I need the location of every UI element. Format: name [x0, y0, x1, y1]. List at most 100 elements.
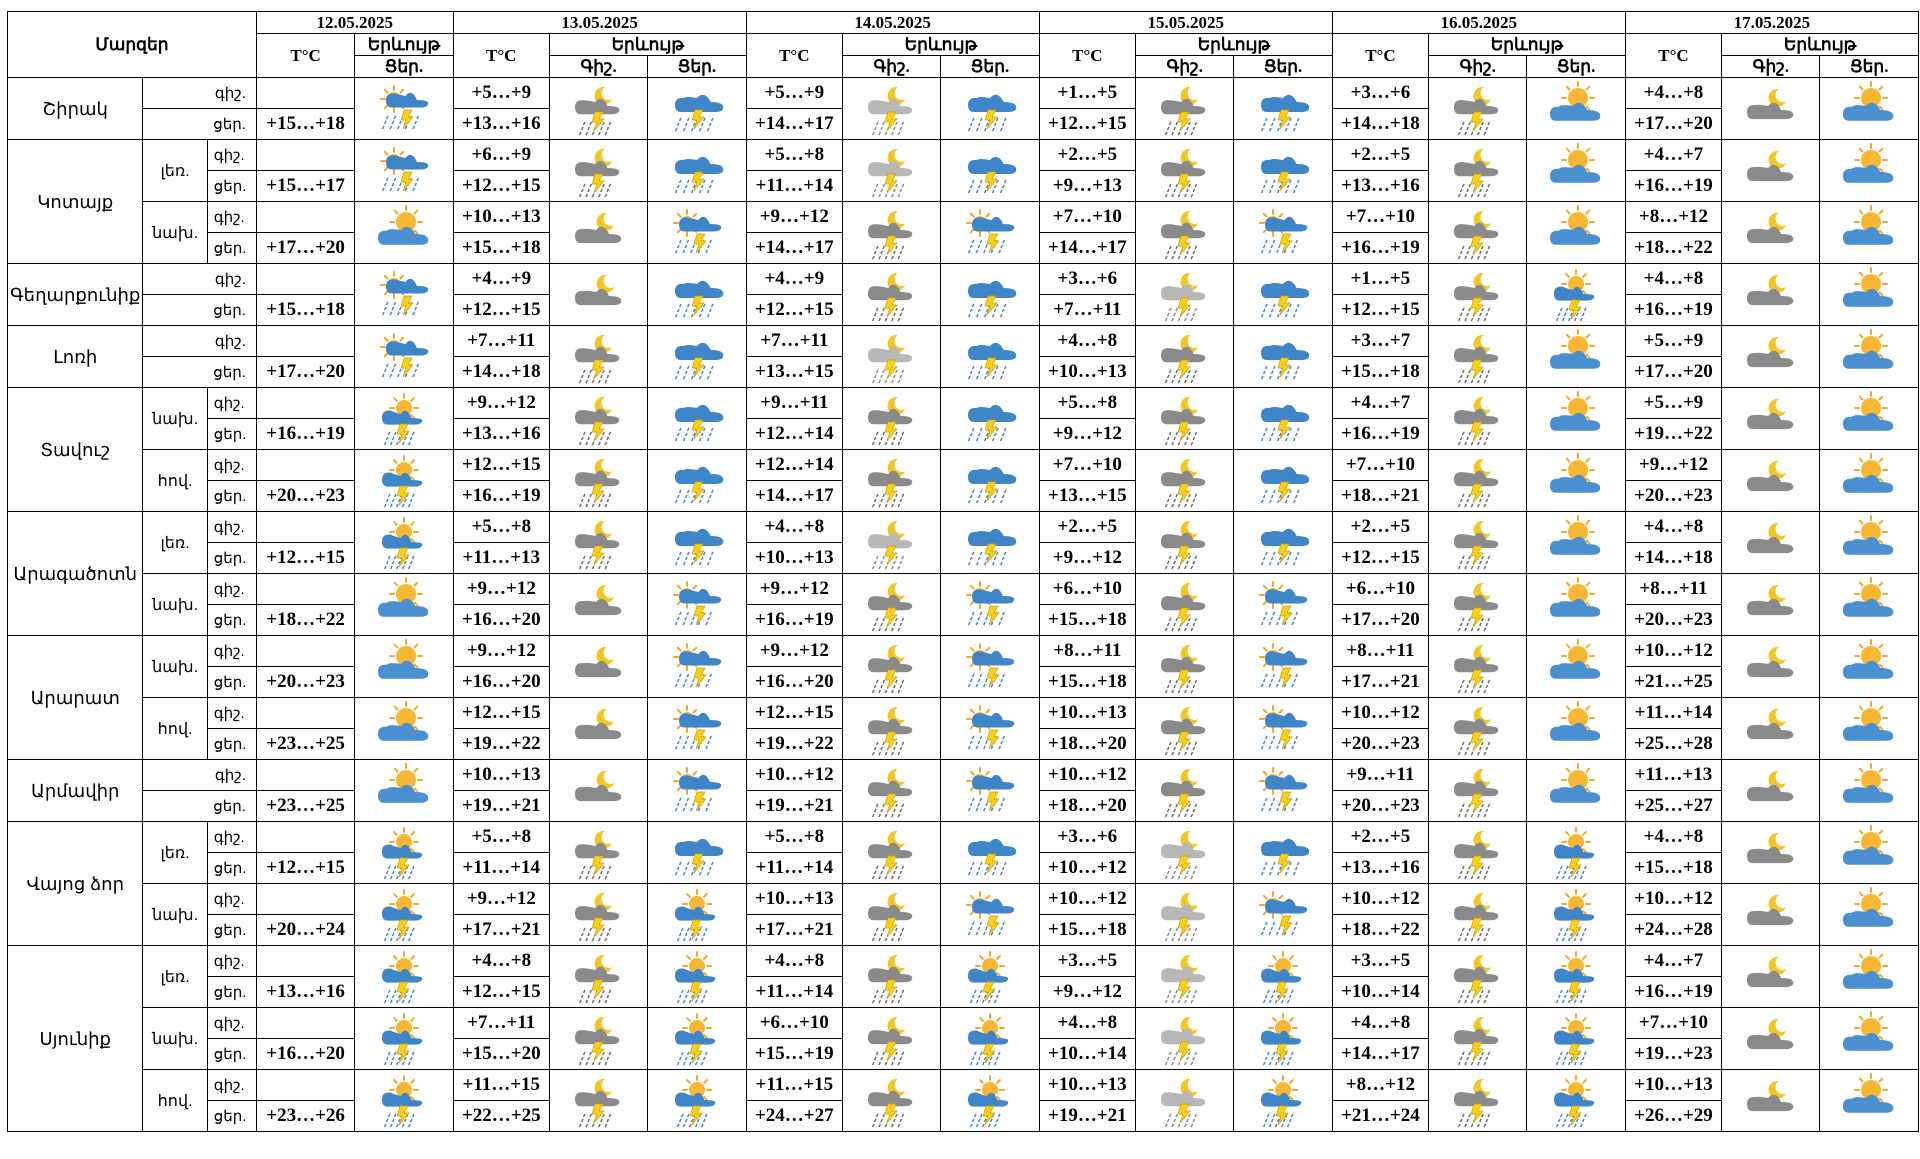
sun-blue-cloud-icon: [1526, 511, 1626, 574]
temperature-cell: +14…+18: [1331, 108, 1430, 140]
period-label: ցեր.: [142, 294, 257, 326]
temperature-cell: +10…+13: [1038, 1069, 1137, 1101]
moon-grey-cloud-thunder-rain-icon: [548, 883, 649, 946]
moon-grey-cloud-icon: [1721, 697, 1821, 760]
temperature-cell: +10…+12: [1038, 883, 1137, 915]
sun-cloud-thunder-rain-icon: [1233, 635, 1333, 698]
period-label: ցեր.: [206, 728, 257, 760]
period-label: գիշ.: [206, 449, 257, 481]
zone-label: նախ.: [142, 1007, 208, 1070]
temperature-cell: +14…+17: [745, 108, 843, 140]
moon-grey-cloud-thunder-rain-icon: [841, 1007, 942, 1070]
temperature-cell: +16…+20: [745, 666, 843, 698]
moon-grey-cloud-thunder-rain-icon: [1428, 759, 1528, 822]
moon-grey-cloud-thunder-rain-icon: [1135, 387, 1235, 450]
moon-light-cloud-rain-icon: [1135, 821, 1235, 884]
temperature-cell: +12…+15: [255, 852, 356, 884]
temperature-cell: +4…+9: [452, 263, 550, 295]
moon-grey-cloud-thunder-rain-icon: [1428, 263, 1528, 326]
day-header: Ցեր.: [1819, 55, 1919, 78]
temperature-cell: +15…+18: [1038, 666, 1137, 698]
period-label: ցեր.: [206, 604, 257, 636]
temperature-cell: +11…+14: [452, 852, 550, 884]
sun-cloud-rain-icon: [1526, 821, 1626, 884]
blue-cloud-thunder-rain-icon: [940, 511, 1040, 574]
sun-cloud-rain-icon: [354, 1069, 454, 1132]
sun-blue-cloud-icon: [1526, 449, 1626, 512]
region-name: Արագածոտն: [6, 511, 144, 636]
temperature-cell: +13…+16: [255, 976, 356, 1008]
temperature-cell: +9…+12: [452, 573, 550, 605]
sun-blue-cloud-icon: [1526, 635, 1626, 698]
moon-grey-cloud-thunder-rain-icon: [1135, 573, 1235, 636]
region-name: Կոտայք: [6, 139, 144, 264]
temperature-cell: [255, 635, 356, 667]
temperature-cell: +18…+20: [1038, 790, 1137, 822]
temperature-cell: [255, 821, 356, 853]
temperature-cell: +8…+11: [1331, 635, 1430, 667]
sun-cloud-rain-icon: [354, 1007, 454, 1070]
temperature-cell: +18…+22: [1331, 914, 1430, 946]
temperature-cell: +19…+21: [745, 790, 843, 822]
temperature-cell: +15…+18: [1038, 604, 1137, 636]
temperature-cell: +5…+8: [452, 511, 550, 543]
temperature-cell: +4…+9: [745, 263, 843, 295]
temperature-cell: +5…+9: [1624, 325, 1723, 357]
region-name: Գեղարքունիք: [6, 263, 144, 326]
table-body: Շիրակ գիշ. +5…+9 +5…+9 +1…+5 +3…+6 +4…+8 ցեր. +1…: [6, 77, 1919, 1132]
temperature-cell: +7…+10: [1038, 201, 1137, 233]
phenomenon-header: Երևույթ: [354, 33, 454, 56]
temperature-cell: +10…+13: [452, 201, 550, 233]
sun-cloud-rain-icon: [647, 1007, 747, 1070]
moon-grey-cloud-thunder-rain-icon: [548, 77, 649, 140]
temperature-cell: +19…+23: [1624, 1038, 1723, 1070]
temperature-cell: +2…+5: [1038, 511, 1137, 543]
temperature-cell: +16…+20: [452, 604, 550, 636]
temperature-cell: +10…+12: [745, 759, 843, 791]
temperature-cell: +5…+8: [745, 139, 843, 171]
zone-label: հով.: [142, 449, 208, 512]
temperature-cell: +10…+12: [1624, 635, 1723, 667]
moon-grey-cloud-thunder-rain-icon: [1428, 325, 1528, 388]
temperature-cell: +15…+18: [1331, 356, 1430, 388]
zone-label: լեռ.: [142, 511, 208, 574]
moon-grey-cloud-icon: [1721, 821, 1821, 884]
sun-blue-cloud-icon: [1819, 201, 1919, 264]
sun-blue-cloud-icon: [354, 201, 454, 264]
temperature-cell: +14…+17: [1331, 1038, 1430, 1070]
temperature-cell: +5…+9: [1624, 387, 1723, 419]
sun-cloud-rain-icon: [940, 945, 1040, 1008]
temperature-cell: +9…+12: [745, 635, 843, 667]
sun-blue-cloud-icon: [1819, 449, 1919, 512]
sun-cloud-rain-icon: [354, 511, 454, 574]
temperature-cell: +18…+22: [1624, 232, 1723, 264]
temperature-cell: +9…+12: [1038, 418, 1137, 450]
day-header: Ցեր.: [354, 55, 454, 78]
sun-cloud-thunder-rain-icon: [940, 697, 1040, 760]
temperature-cell: +11…+13: [1624, 759, 1723, 791]
sun-blue-cloud-icon: [1526, 139, 1626, 202]
temperature-cell: +3…+5: [1331, 945, 1430, 977]
moon-grey-cloud-thunder-rain-icon: [548, 139, 649, 202]
blue-cloud-thunder-rain-icon: [940, 325, 1040, 388]
temperature-cell: +13…+16: [452, 418, 550, 450]
temperature-cell: +16…+20: [452, 666, 550, 698]
period-label: ցեր.: [206, 542, 257, 574]
period-label: ցեր.: [206, 1038, 257, 1070]
blue-cloud-thunder-rain-icon: [647, 511, 747, 574]
sun-cloud-rain-icon: [647, 1069, 747, 1132]
moon-grey-cloud-thunder-rain-icon: [841, 821, 942, 884]
temperature-cell: +17…+20: [1624, 108, 1723, 140]
sun-blue-cloud-icon: [1819, 263, 1919, 326]
phenomenon-header: Երևույթ: [548, 33, 747, 56]
temperature-cell: +15…+18: [452, 232, 550, 264]
temperature-cell: [255, 511, 356, 543]
sun-blue-cloud-icon: [1819, 511, 1919, 574]
moon-light-cloud-rain-icon: [841, 325, 942, 388]
temperature-cell: +11…+14: [745, 852, 843, 884]
temperature-cell: +10…+12: [1038, 759, 1137, 791]
temperature-cell: +16…+19: [1624, 294, 1723, 326]
period-label: գիշ.: [142, 77, 257, 109]
temperature-cell: +4…+8: [1331, 1007, 1430, 1039]
moon-grey-cloud-thunder-rain-icon: [841, 697, 942, 760]
